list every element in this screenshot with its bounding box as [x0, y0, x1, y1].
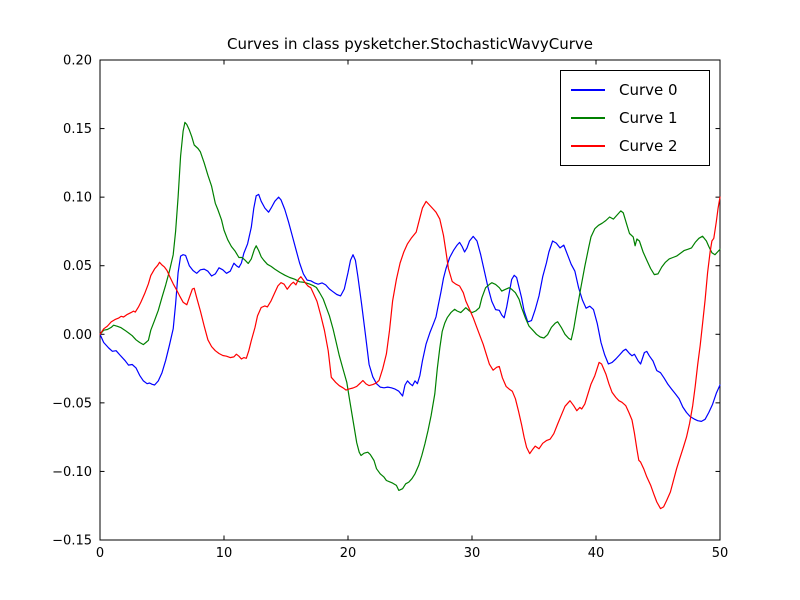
axes-frame: [99, 59, 721, 541]
legend-line-sample: [571, 145, 605, 147]
legend-item-label: Curve 1: [619, 109, 678, 127]
curve-2-line: [99, 196, 721, 510]
x-tick-label: 10: [216, 546, 233, 561]
x-tick-label: 30: [464, 546, 481, 561]
legend-line-sample: [571, 89, 605, 91]
legend: Curve 0 Curve 1 Curve 2: [560, 70, 710, 166]
y-tick-label: −0.15: [52, 534, 92, 549]
curve-1-line: [99, 121, 721, 491]
x-tick-label: 20: [340, 546, 357, 561]
y-tick-label: 0.05: [63, 259, 92, 274]
chart-title: Curves in class pysketcher.StochasticWav…: [226, 35, 593, 53]
legend-item-label: Curve 2: [619, 137, 678, 155]
x-tick-label: 0: [96, 546, 104, 561]
x-tick-label: 40: [588, 546, 605, 561]
y-tick-label: −0.05: [52, 396, 92, 411]
legend-line-sample: [571, 117, 605, 119]
y-tick-label: 0.10: [63, 191, 92, 206]
legend-item-1: Curve 1: [571, 104, 699, 132]
legend-item-2: Curve 2: [571, 132, 699, 160]
legend-item-0: Curve 0: [571, 76, 699, 104]
x-tick-label: 50: [712, 546, 729, 561]
y-tick-label: 0.20: [63, 54, 92, 69]
y-tick-label: 0.00: [63, 328, 92, 343]
y-tick-label: 0.15: [63, 122, 92, 137]
curve-0-line: [99, 193, 721, 422]
legend-item-label: Curve 0: [619, 81, 678, 99]
y-tick-label: −0.10: [52, 465, 92, 480]
